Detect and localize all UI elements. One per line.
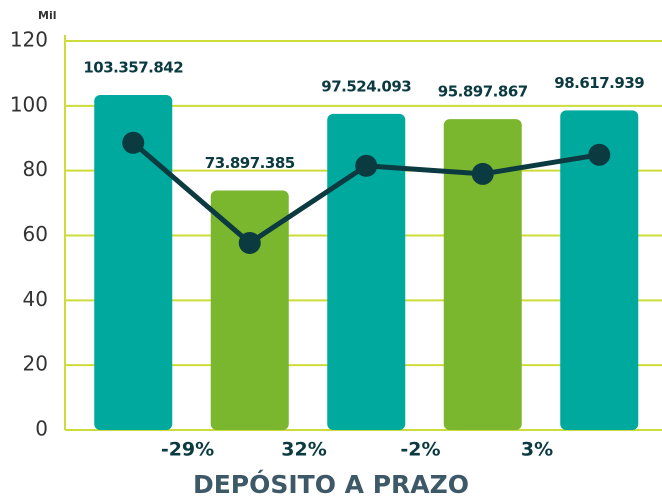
chart-title: DEPÓSITO A PRAZO xyxy=(193,469,469,499)
value-label: 98.617.939 xyxy=(554,74,644,92)
trend-point xyxy=(238,231,261,254)
y-tick-label: 80 xyxy=(23,157,48,181)
change-label: -29% xyxy=(161,439,214,461)
bar xyxy=(210,190,289,430)
y-unit: Mil xyxy=(38,9,57,22)
bar xyxy=(560,110,639,431)
trend-point xyxy=(588,143,611,166)
y-tick-label: 20 xyxy=(23,352,48,376)
trend-point xyxy=(122,131,145,154)
value-label: 95.897.867 xyxy=(438,83,528,101)
value-label: 73.897.385 xyxy=(205,154,295,172)
trend-point xyxy=(355,154,378,177)
trend-point xyxy=(471,162,494,185)
bar xyxy=(327,113,406,430)
y-tick-label: 40 xyxy=(23,287,48,311)
y-tick-label: 0 xyxy=(35,417,48,441)
bar xyxy=(443,119,522,431)
change-label: 32% xyxy=(281,439,326,461)
change-label: 3% xyxy=(521,439,553,461)
value-label: 97.524.093 xyxy=(321,77,411,95)
y-tick-label: 120 xyxy=(10,28,48,52)
change-label: -2% xyxy=(400,439,440,461)
bar xyxy=(94,94,173,430)
y-tick-label: 100 xyxy=(10,92,48,116)
value-label: 103.357.842 xyxy=(83,58,183,76)
y-tick-label: 60 xyxy=(23,222,48,246)
